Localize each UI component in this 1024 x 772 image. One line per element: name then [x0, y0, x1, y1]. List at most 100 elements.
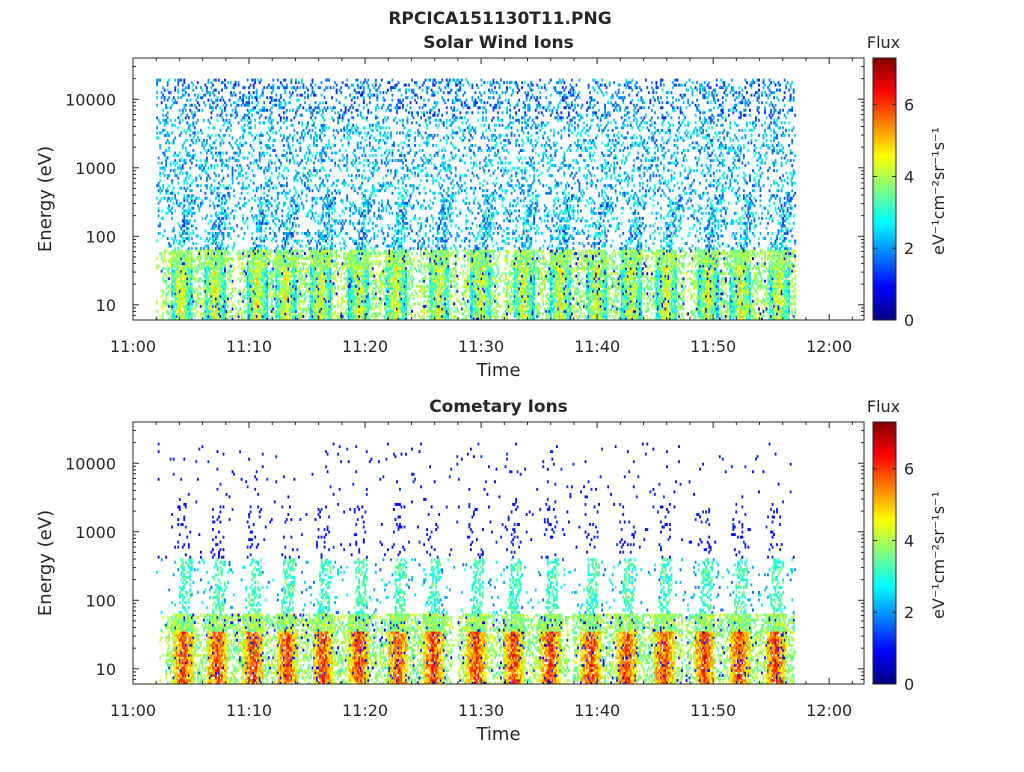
heatmap-cell: [266, 219, 268, 222]
heatmap-cell: [247, 109, 249, 112]
heatmap-cell: [278, 219, 280, 222]
heatmap-cell: [201, 202, 203, 205]
heatmap-cell: [328, 217, 330, 220]
heatmap-cell: [281, 245, 283, 248]
heatmap-cell: [198, 197, 200, 200]
heatmap-cell: [221, 89, 223, 92]
heatmap-cell: [324, 270, 326, 273]
heatmap-cell: [289, 162, 291, 165]
heatmap-cell: [206, 214, 208, 217]
heatmap-cell: [191, 111, 193, 114]
heatmap-cell: [198, 109, 200, 112]
heatmap-cell: [268, 162, 270, 165]
heatmap-cell: [313, 197, 315, 200]
heatmap-cell: [158, 265, 160, 268]
heatmap-cell: [211, 184, 213, 187]
heatmap-cell: [244, 116, 246, 119]
heatmap-cell: [238, 265, 240, 268]
heatmap-cell: [174, 159, 176, 162]
heatmap-cell: [298, 287, 300, 290]
heatmap-cell: [176, 290, 178, 293]
heatmap-cell: [312, 174, 314, 177]
heatmap-cell: [263, 169, 265, 172]
heatmap-cell: [287, 207, 289, 210]
heatmap-cell: [324, 237, 326, 240]
heatmap-cell: [195, 272, 197, 275]
heatmap-cell: [174, 99, 176, 102]
heatmap-cell: [198, 139, 200, 142]
heatmap-cell: [260, 204, 262, 207]
heatmap-cell: [304, 182, 306, 185]
heatmap-cell: [300, 272, 302, 275]
heatmap-cell: [292, 209, 294, 212]
heatmap-cell: [165, 275, 167, 278]
heatmap-cell: [289, 229, 291, 232]
heatmap-cell: [262, 91, 264, 94]
heatmap-cell: [289, 219, 291, 222]
heatmap-cell: [286, 152, 288, 155]
heatmap-cell: [310, 94, 312, 97]
heatmap-cell: [296, 154, 298, 157]
heatmap-cell: [278, 174, 280, 177]
heatmap-cell: [245, 172, 247, 175]
heatmap-cell: [304, 174, 306, 177]
heatmap-cell: [260, 131, 262, 134]
heatmap-cell: [177, 154, 179, 157]
heatmap-cell: [325, 101, 327, 104]
heatmap-cell: [286, 255, 288, 258]
heatmap-cell: [168, 141, 170, 144]
heatmap-cell: [191, 162, 193, 165]
heatmap-cell: [266, 109, 268, 112]
heatmap-cell: [207, 167, 209, 170]
heatmap-cell: [301, 182, 303, 185]
heatmap-cell: [313, 136, 315, 139]
heatmap-cell: [221, 202, 223, 205]
heatmap-cell: [168, 290, 170, 293]
heatmap-cell: [236, 204, 238, 207]
heatmap-cell: [174, 79, 176, 82]
heatmap-cell: [227, 245, 229, 248]
heatmap-cell: [224, 222, 226, 225]
heatmap-cell: [195, 305, 197, 308]
heatmap-cell: [195, 159, 197, 162]
heatmap-cell: [242, 217, 244, 220]
heatmap-cell: [254, 174, 256, 177]
heatmap-cell: [165, 260, 167, 263]
heatmap-cell: [292, 136, 294, 139]
heatmap-cell: [303, 86, 305, 89]
heatmap-cell: [254, 312, 256, 315]
heatmap-cell: [238, 182, 240, 185]
heatmap-cell: [295, 81, 297, 84]
heatmap-cell: [307, 184, 309, 187]
heatmap-cell: [265, 116, 267, 119]
heatmap-cell: [161, 315, 163, 318]
heatmap-cell: [328, 126, 330, 129]
heatmap-cell: [214, 187, 216, 190]
heatmap-cell: [269, 147, 271, 150]
heatmap-cell: [280, 94, 282, 97]
heatmap-cell: [164, 229, 166, 232]
heatmap-cell: [224, 262, 226, 265]
heatmap-cell: [245, 96, 247, 99]
heatmap-cell: [325, 144, 327, 147]
heatmap-cell: [194, 315, 196, 318]
heatmap-cell: [287, 144, 289, 147]
heatmap-cell: [301, 114, 303, 117]
heatmap-cell: [230, 81, 232, 84]
heatmap-cell: [325, 224, 327, 227]
heatmap-cell: [313, 247, 315, 250]
heatmap-cell: [316, 245, 318, 248]
heatmap-cell: [256, 91, 258, 94]
heatmap-cell: [167, 192, 169, 195]
heatmap-cell: [236, 111, 238, 114]
heatmap-cell: [229, 270, 231, 273]
heatmap-cell: [177, 192, 179, 195]
heatmap-cell: [328, 139, 330, 142]
heatmap-cell: [156, 91, 158, 94]
heatmap-cell: [268, 207, 270, 210]
heatmap-cell: [263, 197, 265, 200]
heatmap-cell: [224, 270, 226, 273]
heatmap-cell: [313, 162, 315, 165]
heatmap-cell: [325, 177, 327, 180]
heatmap-cell: [229, 121, 231, 124]
